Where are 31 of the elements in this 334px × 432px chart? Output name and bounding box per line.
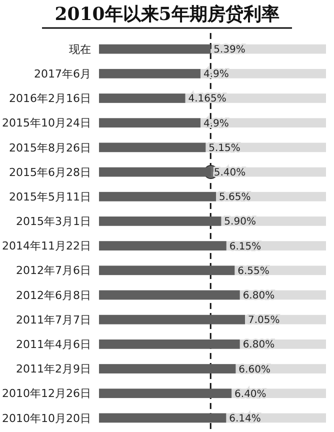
data-label: 4.165% (188, 94, 226, 105)
chart-title: 2010年以来5年期房贷利率 (54, 4, 280, 25)
y-tick-label: 2012年7月6日 (16, 264, 91, 278)
data-label: 4.9% (203, 118, 229, 130)
y-tick-label: 2015年8月26日 (9, 141, 91, 154)
y-tick-label: 2010年12月26日 (2, 387, 91, 400)
y-tick-label: 2011年2月9日 (16, 362, 91, 376)
y-tick-label: 2014年11月22日 (2, 240, 91, 253)
data-label: 7.05% (248, 315, 280, 326)
data-label: 6.15% (229, 241, 262, 252)
data-label: 6.80% (242, 290, 275, 302)
data-label: 6.14% (229, 413, 261, 424)
data-label: 5.15% (208, 142, 240, 154)
data-label: 6.55% (238, 266, 270, 277)
y-tick-label: 2011年7月7日 (16, 313, 91, 326)
y-tick-label: 2015年6月28日 (9, 166, 91, 179)
y-tick-label: 2011年4月6日 (16, 338, 91, 352)
y-tick-label: 2012年6月8日 (16, 288, 91, 302)
y-tick-label: 2015年3月1日 (16, 215, 91, 228)
data-label: 6.60% (238, 364, 270, 376)
data-label: 5.65% (219, 192, 251, 204)
y-tick-label: 2017年6月 (34, 67, 91, 80)
data-label: 5.39% (214, 44, 246, 56)
y-tick-label: 2015年5月11日 (9, 190, 91, 204)
data-label: 6.80% (242, 340, 275, 351)
y-tick-label: 2015年10月24日 (2, 116, 91, 130)
data-label: 5.90% (224, 216, 256, 228)
y-tick-label: 2016年2月16日 (9, 92, 91, 106)
data-label: 6.40% (234, 388, 266, 400)
y-tick-label: 现在 (69, 42, 91, 56)
y-tick-label: 2010年10月20日 (2, 412, 91, 425)
